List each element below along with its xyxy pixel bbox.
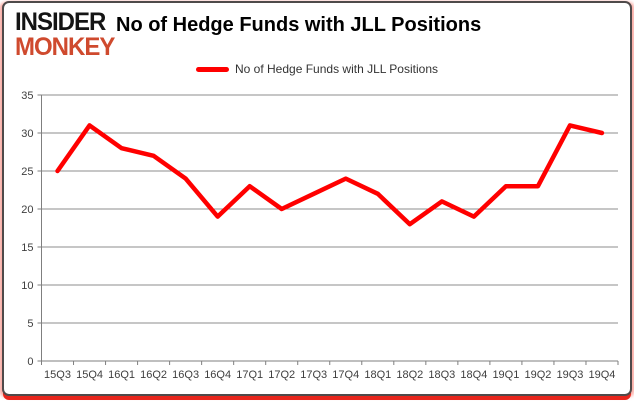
x-tick-label: 18Q2 (396, 369, 423, 381)
legend-label: No of Hedge Funds with JLL Positions (235, 62, 438, 76)
chart-card: INSIDER MONKEY No of Hedge Funds with JL… (2, 1, 632, 396)
x-tick-label: 16Q3 (172, 369, 199, 381)
series-line (55, 123, 605, 227)
y-tick-label: 5 (27, 318, 33, 330)
x-tick-label: 16Q1 (108, 369, 135, 381)
logo-text-monkey: MONKEY (15, 32, 115, 62)
x-tick-label: 15Q3 (44, 369, 71, 381)
x-tick-label: 19Q1 (492, 369, 519, 381)
legend-line-swatch (196, 66, 229, 72)
x-tick-label: 16Q4 (204, 369, 231, 381)
y-tick-label: 10 (21, 280, 33, 292)
x-tick-label: 18Q1 (364, 369, 391, 381)
legend: No of Hedge Funds with JLL Positions (4, 62, 630, 76)
y-tick-label: 15 (21, 242, 33, 254)
y-tick-label: 25 (21, 166, 33, 178)
x-tick-label: 17Q4 (332, 369, 359, 381)
x-tick-label: 19Q3 (556, 369, 583, 381)
x-tick-label: 17Q2 (268, 369, 295, 381)
x-tick-label: 16Q2 (140, 369, 167, 381)
y-tick-label: 0 (27, 356, 33, 368)
x-tick-label: 17Q1 (236, 369, 263, 381)
x-tick-label: 15Q4 (76, 369, 103, 381)
x-tick-label: 19Q2 (524, 369, 551, 381)
y-tick-label: 35 (21, 90, 33, 102)
insider-monkey-logo: INSIDER MONKEY (15, 7, 115, 62)
line-chart: 0 5 10 15 20 25 30 35 15Q3 15Q4 16Q1 16Q2 16Q3 16Q4 17… (21, 90, 619, 381)
y-tick-label: 20 (21, 204, 33, 216)
x-tick-label: 18Q4 (460, 369, 487, 381)
logo-text-insider: INSIDER (15, 7, 106, 37)
y-tick-label: 30 (21, 128, 33, 140)
x-tick-label: 19Q4 (589, 369, 616, 381)
x-tick-label: 17Q3 (300, 369, 327, 381)
x-tick-label: 18Q3 (428, 369, 455, 381)
